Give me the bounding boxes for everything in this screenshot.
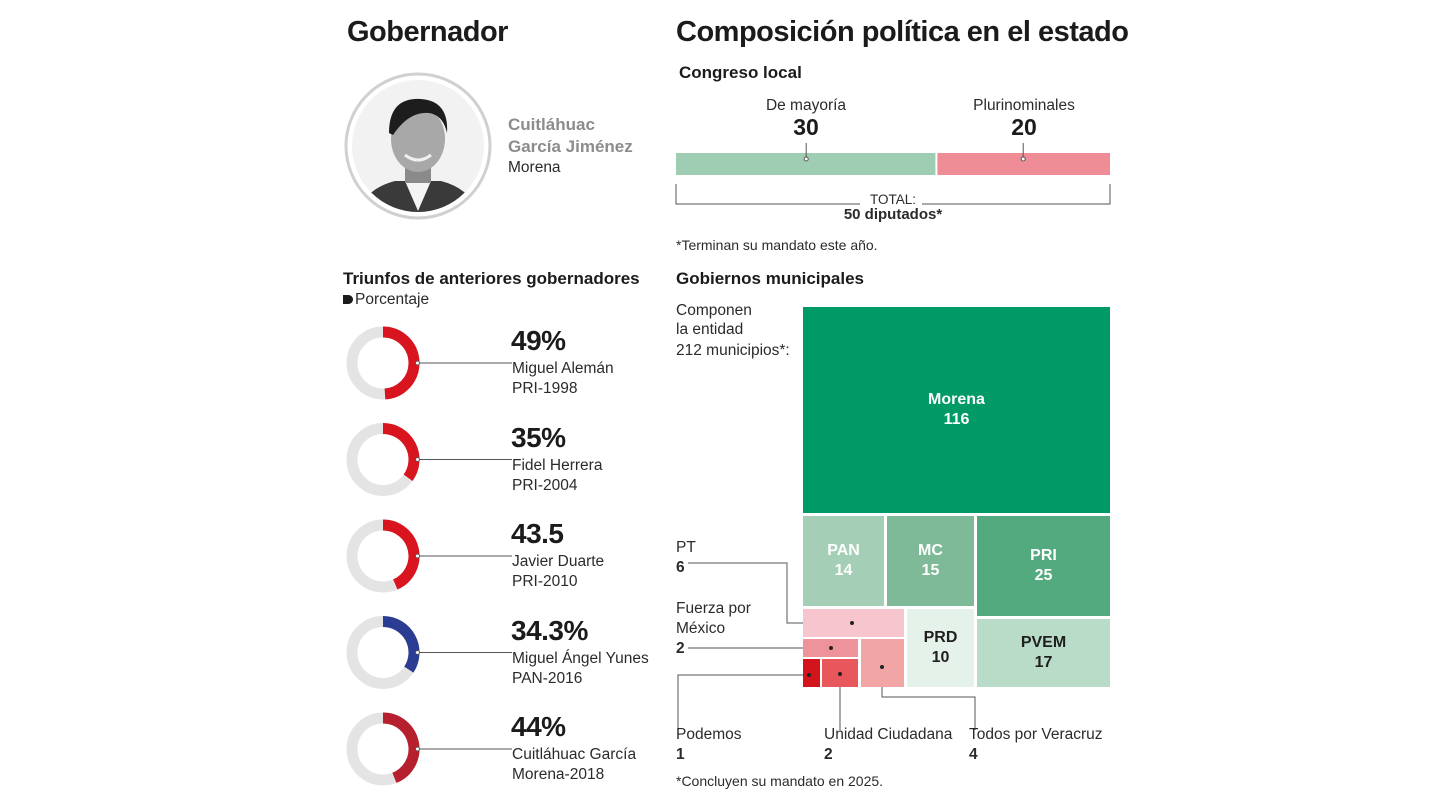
- congreso-note: *Terminan su mandato este año.: [676, 237, 878, 253]
- donut-party-year-3: PRI-2010: [512, 573, 578, 590]
- leader-dot-fxm: [829, 646, 833, 650]
- donut-pct-label-4: 34.3%: [511, 614, 588, 646]
- treemap-cell-name: PRI: [1030, 547, 1057, 564]
- congreso-pointer-dot: [803, 156, 809, 162]
- congreso-bar-plurinominales: [937, 153, 1110, 175]
- leader-dot-pt: [850, 621, 854, 625]
- donut-name-label-3: Javier Duarte: [512, 553, 605, 570]
- uc-value: 2: [824, 746, 833, 763]
- triunfos-title: Triunfos de anteriores gobernadores: [343, 269, 640, 288]
- pluri-value: 20: [1011, 114, 1037, 140]
- treemap-cell-name: PVEM: [1020, 634, 1067, 651]
- treemap-cell-name: PRD: [923, 629, 958, 646]
- donut-pointer-dot: [415, 746, 420, 752]
- municipios-note: *Concluyen su mandato en 2025.: [676, 773, 884, 789]
- pt-value: 6: [676, 559, 685, 576]
- treemap-cell-podemos: [803, 659, 820, 687]
- treemap-cell-value: 17: [1034, 654, 1053, 671]
- podemos-value: 1: [676, 746, 685, 763]
- leader-dot-uc: [838, 672, 842, 676]
- treemap-cell-name: Morena: [928, 391, 985, 408]
- bracket-gap: [860, 196, 922, 208]
- donut-slice-3: [382, 519, 420, 590]
- treemap-cell-label: MC 15: [887, 541, 974, 581]
- total-label: TOTAL:: [869, 192, 916, 207]
- podemos-label: Podemos: [676, 726, 742, 743]
- fxm-label-line1: Fuerza por: [676, 600, 751, 617]
- municipios-intro-line2: la entidad: [676, 321, 744, 338]
- treemap-cell-value: 10: [931, 649, 950, 666]
- treemap-cell-label: Morena 116: [803, 390, 1110, 430]
- treemap-cell-label: PRD 10: [907, 628, 974, 668]
- congreso-title: Congreso local: [679, 63, 802, 82]
- donut-pct-label-3: 43.5: [511, 518, 564, 549]
- triunfos-legend: Porcentaje: [355, 291, 430, 308]
- treemap-cell-name: MC: [918, 542, 943, 559]
- donut-slice-2: [382, 423, 420, 481]
- donut-name-label-5: Cuitláhuac García: [512, 746, 637, 763]
- legend-marker-icon: [343, 295, 353, 304]
- treemap-cell-label: PAN 14: [803, 541, 884, 581]
- treemap-cell-name: PAN: [827, 542, 860, 559]
- triunfos-donut-chart: [346, 326, 512, 786]
- composicion-title: Composición política en el estado: [676, 16, 1129, 48]
- gobernador-title: Gobernador: [347, 16, 508, 48]
- congreso-bar-mayoria: [676, 153, 936, 175]
- municipios-intro-line1: Componen: [676, 302, 752, 319]
- treemap-cell-value: 15: [921, 562, 940, 579]
- donut-slice-1: [382, 326, 420, 400]
- fxm-value: 2: [676, 640, 685, 657]
- treemap-cell-label: PVEM 17: [977, 633, 1110, 673]
- tpv-value: 4: [969, 746, 978, 763]
- total-value: 50 diputados*: [843, 206, 943, 223]
- donut-party-year-1: PRI-1998: [512, 380, 578, 397]
- uc-label: Unidad Ciudadana: [824, 726, 953, 743]
- treemap-cell-pan: PAN 14: [803, 516, 884, 606]
- donut-name-label-4: Miguel Ángel Yunes: [512, 649, 649, 667]
- donut-slice-5: [382, 712, 420, 783]
- treemap-cell-value: 25: [1034, 567, 1053, 584]
- donut-pointer-dot: [415, 553, 420, 559]
- donut-pointer-dot: [415, 360, 420, 366]
- treemap-cell-morena: Morena 116: [803, 307, 1110, 513]
- treemap-cell-pri: PRI 25: [977, 516, 1110, 616]
- treemap-cell-mc: MC 15: [887, 516, 974, 606]
- treemap-cell-todos-por-veracruz: [861, 639, 904, 687]
- donut-pct-label-2: 35%: [511, 421, 566, 453]
- donut-pct-label-1: 49%: [511, 325, 566, 356]
- leader-line-podemos: [677, 674, 809, 730]
- congreso-bar-chart: [675, 143, 1111, 208]
- municipios-title: Gobiernos municipales: [676, 269, 864, 288]
- treemap-cell-value: 14: [834, 562, 853, 579]
- congreso-pointer-dot: [1020, 156, 1026, 162]
- pluri-label: Plurinominales: [973, 97, 1075, 114]
- donut-party-year-2: PRI-2004: [512, 476, 578, 494]
- donut-pointer-dot: [415, 650, 420, 655]
- mayoria-label: De mayoría: [765, 97, 847, 114]
- governor-party: Morena: [508, 159, 561, 176]
- tpv-label: Todos por Veracruz: [969, 726, 1103, 743]
- donut-name-label-1: Miguel Alemán: [512, 360, 614, 377]
- donut-pointer-dot: [415, 457, 420, 462]
- treemap-cell-label: PRI 25: [977, 546, 1110, 586]
- treemap-cell-prd: PRD 10: [907, 609, 974, 687]
- leader-dot-podemos: [807, 673, 811, 677]
- donut-slice-4: [382, 616, 420, 673]
- mayoria-value: 30: [793, 114, 819, 140]
- governor-portrait: [344, 72, 492, 220]
- fxm-label-line2: México: [676, 620, 726, 637]
- treemap-cell-pvem: PVEM 17: [977, 619, 1110, 687]
- treemap-cell-value: 116: [943, 411, 970, 428]
- municipios-intro-line3: 212 municipios*:: [676, 342, 790, 359]
- donut-name-label-2: Fidel Herrera: [512, 456, 603, 474]
- governor-name-line2: García Jiménez: [508, 137, 633, 156]
- governor-name-line1: Cuitláhuac: [508, 115, 595, 134]
- pt-label: PT: [676, 539, 696, 556]
- donut-party-year-4: PAN-2016: [512, 669, 583, 687]
- leader-dot-tpv: [880, 665, 884, 669]
- donut-party-year-5: Morena-2018: [512, 766, 605, 783]
- donut-pct-label-5: 44%: [511, 711, 566, 742]
